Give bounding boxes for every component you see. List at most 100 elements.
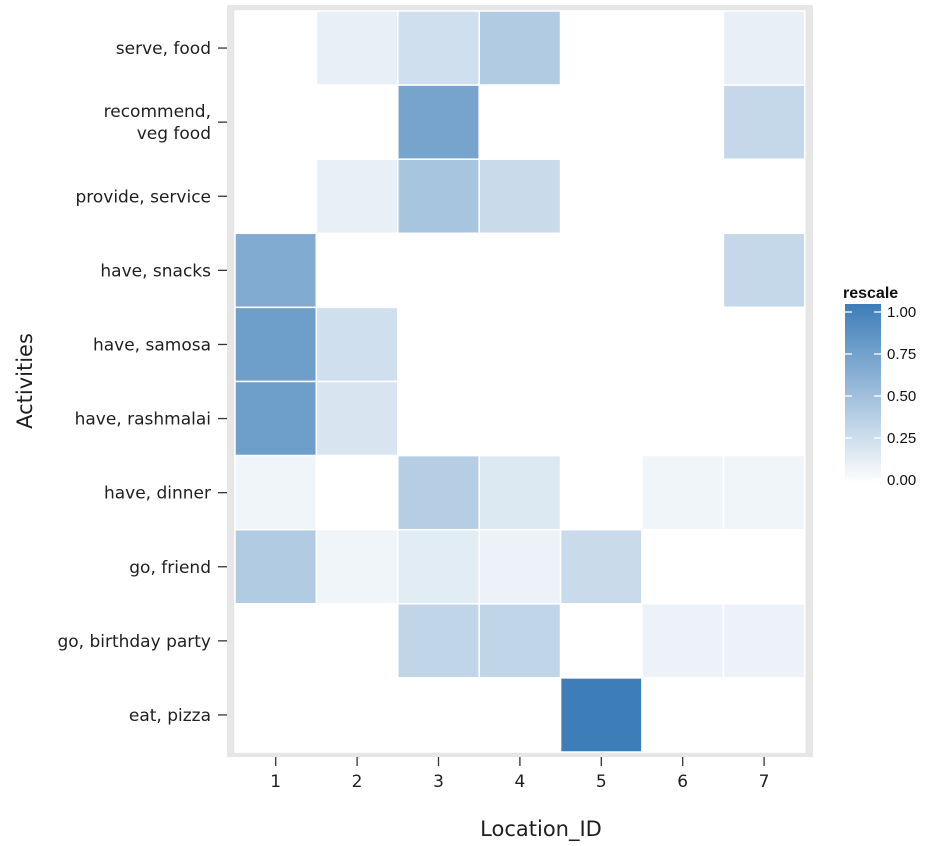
heatmap-cell — [234, 84, 318, 160]
x-axis-title: Location_ID — [480, 817, 602, 842]
y-tick-label: recommend, — [104, 102, 211, 122]
heatmap-cell — [234, 232, 318, 309]
heatmap-cell — [234, 10, 318, 86]
heatmap-cell — [478, 454, 562, 531]
heatmap-cell — [722, 380, 806, 457]
heatmap-cell — [478, 10, 562, 86]
x-tick-label: 7 — [759, 772, 770, 792]
heatmap-cell — [397, 528, 480, 605]
heatmap-cell — [559, 380, 643, 457]
heatmap-cell — [641, 677, 725, 753]
legend-tick-label: 1.00 — [887, 304, 916, 321]
y-tick-label: eat, pizza — [129, 706, 211, 726]
heatmap-cell — [234, 528, 318, 605]
heatmap-cell — [641, 84, 725, 160]
heatmap-cell — [559, 306, 643, 383]
heatmap-cell — [559, 677, 643, 753]
heatmap-cell — [559, 603, 643, 679]
heatmap-cell — [315, 84, 399, 160]
heatmap-cell — [559, 232, 643, 309]
heatmap-cell — [722, 677, 806, 753]
y-tick-label: go, friend — [129, 558, 211, 578]
heatmap-cell — [478, 380, 562, 457]
y-tick-label: have, samosa — [93, 335, 211, 355]
heatmap-cell — [478, 158, 562, 235]
heatmap-cell — [234, 306, 318, 383]
legend-tick-label: 0.75 — [887, 346, 916, 363]
y-tick-label: have, rashmalai — [75, 410, 211, 430]
heatmap-cell — [559, 158, 643, 235]
x-tick-label: 6 — [677, 772, 688, 792]
heatmap-cell — [234, 454, 318, 531]
x-tick-label: 1 — [270, 772, 281, 792]
heatmap-cell — [397, 454, 480, 531]
heatmap-cell — [315, 603, 399, 679]
heatmap-cell — [315, 10, 399, 86]
y-tick-label: veg food — [137, 124, 211, 144]
heatmap-cell — [397, 232, 480, 309]
y-tick-label: serve, food — [116, 39, 211, 59]
heatmap-cell — [641, 158, 725, 235]
x-tick-label: 3 — [433, 772, 444, 792]
heatmap-cell — [478, 677, 562, 753]
heatmap-cell — [641, 10, 725, 86]
heatmap-cell — [315, 232, 399, 309]
heatmap-cell — [722, 10, 806, 86]
heatmap-cell — [315, 306, 399, 383]
heatmap-cell — [234, 603, 318, 679]
heatmap-cell — [397, 380, 480, 457]
heatmap-cell — [722, 232, 806, 309]
x-tick-label: 2 — [352, 772, 363, 792]
y-tick-label: go, birthday party — [57, 632, 211, 652]
heatmap-cell — [315, 528, 399, 605]
heatmap-cell — [641, 232, 725, 309]
heatmap-cell — [641, 603, 725, 679]
heatmap-cell — [722, 528, 806, 605]
color-legend: rescale 1.00 0.75 0.50 0.25 0.00 — [843, 285, 916, 489]
x-tick-label: 4 — [514, 772, 525, 792]
heatmap-cell — [234, 677, 318, 753]
heatmap-cell — [397, 158, 480, 235]
heatmap-cell — [397, 84, 480, 160]
heatmap-cell — [641, 380, 725, 457]
legend-ticks: 1.00 0.75 0.50 0.25 0.00 — [845, 304, 916, 489]
y-axis: serve, food recommend,veg food provide, se… — [57, 39, 227, 726]
heatmap-cell — [397, 10, 480, 86]
heatmap-cell — [722, 158, 806, 235]
heatmap-cell — [559, 10, 643, 86]
legend-title: rescale — [843, 285, 898, 302]
legend-colorbar — [845, 304, 881, 484]
heatmap-cells — [234, 10, 806, 753]
heatmap-cell — [641, 528, 725, 605]
heatmap-cell — [559, 528, 643, 605]
y-tick-label: have, dinner — [104, 484, 211, 504]
heatmap-cell — [722, 84, 806, 160]
heatmap-cell — [478, 528, 562, 605]
heatmap-cell — [478, 232, 562, 309]
heatmap-cell — [478, 84, 562, 160]
heatmap-cell — [559, 84, 643, 160]
heatmap-cell — [641, 306, 725, 383]
heatmap-cell — [641, 454, 725, 531]
legend-tick-label: 0.25 — [887, 430, 916, 447]
legend-tick-label: 0.00 — [887, 472, 916, 489]
y-axis-title: Activities — [13, 333, 37, 429]
heatmap-cell — [234, 380, 318, 457]
y-tick-label: have, snacks — [100, 261, 211, 281]
heatmap-cell — [478, 603, 562, 679]
heatmap-cell — [397, 306, 480, 383]
heatmap-cell — [722, 306, 806, 383]
heatmap-cell — [722, 454, 806, 531]
heatmap-cell — [722, 603, 806, 679]
heatmap-cell — [234, 158, 318, 235]
x-tick-label: 5 — [596, 772, 607, 792]
heatmap-cell — [315, 158, 399, 235]
heatmap-cell — [315, 380, 399, 457]
heatmap-cell — [397, 677, 480, 753]
heatmap-cell — [315, 677, 399, 753]
heatmap-cell — [397, 603, 480, 679]
heatmap-cell — [559, 454, 643, 531]
x-axis: 1 2 3 4 5 6 7 — [270, 757, 770, 792]
heatmap-cell — [478, 306, 562, 383]
